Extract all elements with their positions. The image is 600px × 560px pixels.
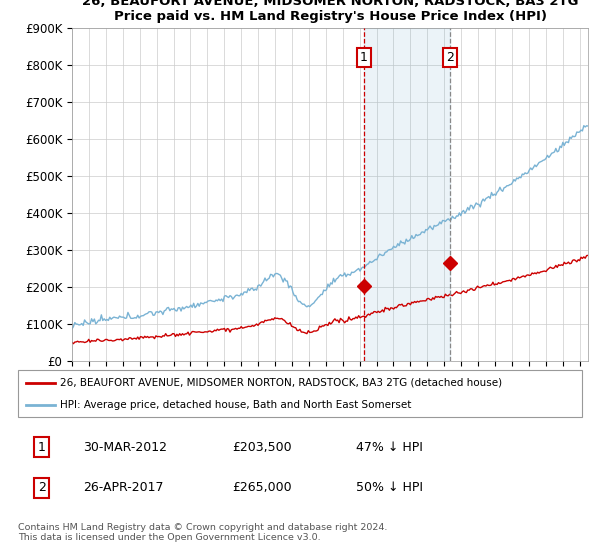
Text: 1: 1	[38, 441, 46, 454]
Bar	[364, 28, 450, 361]
Title: 26, BEAUFORT AVENUE, MIDSOMER NORTON, RADSTOCK, BA3 2TG
Price paid vs. HM Land R: 26, BEAUFORT AVENUE, MIDSOMER NORTON, RA…	[82, 0, 578, 22]
Text: HPI: Average price, detached house, Bath and North East Somerset: HPI: Average price, detached house, Bath…	[60, 400, 412, 410]
Text: 2: 2	[446, 51, 454, 64]
Text: 26-APR-2017: 26-APR-2017	[83, 482, 163, 494]
Text: 47% ↓ HPI: 47% ↓ HPI	[356, 441, 423, 454]
Text: 1: 1	[360, 51, 368, 64]
Text: £203,500: £203,500	[232, 441, 292, 454]
Text: Contains HM Land Registry data © Crown copyright and database right 2024.
This d: Contains HM Land Registry data © Crown c…	[18, 523, 388, 542]
Text: 30-MAR-2012: 30-MAR-2012	[83, 441, 167, 454]
Text: 2: 2	[38, 482, 46, 494]
Text: £265,000: £265,000	[232, 482, 292, 494]
FancyBboxPatch shape	[18, 370, 582, 417]
Text: 50% ↓ HPI: 50% ↓ HPI	[356, 482, 424, 494]
Text: 26, BEAUFORT AVENUE, MIDSOMER NORTON, RADSTOCK, BA3 2TG (detached house): 26, BEAUFORT AVENUE, MIDSOMER NORTON, RA…	[60, 378, 502, 388]
